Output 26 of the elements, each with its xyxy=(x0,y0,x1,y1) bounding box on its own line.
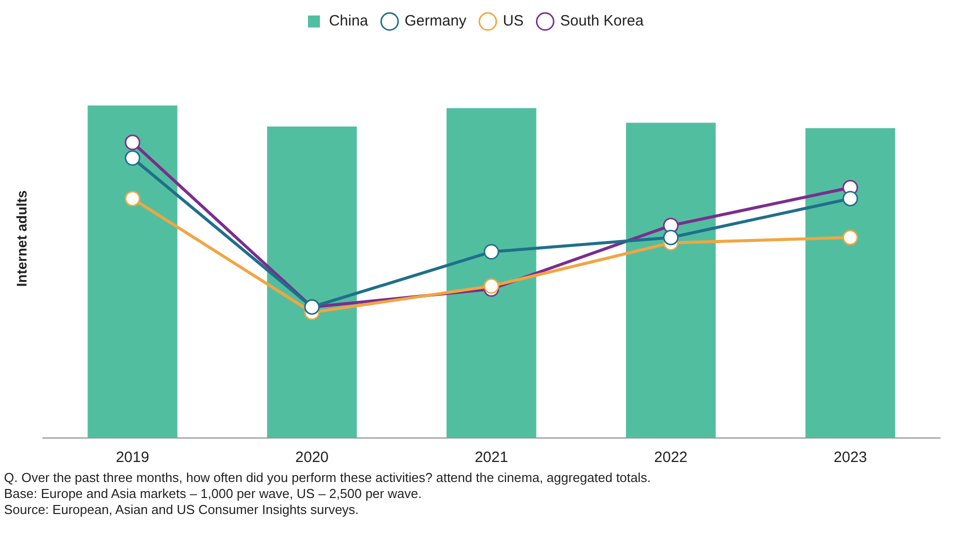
text: Q. Over the past three months, how often did you perform these activities? attend the cinema, aggregated totals. xyxy=(4,470,652,486)
legend-label: Germany xyxy=(404,12,467,30)
y-axis-title: Internet adults xyxy=(13,190,30,287)
legend-label: US xyxy=(502,12,524,30)
legend-label: South Korea xyxy=(560,12,644,30)
point xyxy=(124,134,140,150)
point xyxy=(842,230,858,246)
x-tick-label: 2019 xyxy=(116,449,150,466)
bar xyxy=(626,122,716,438)
point xyxy=(663,230,679,246)
x-tick-label: 2021 xyxy=(474,449,508,466)
point xyxy=(484,278,500,294)
point xyxy=(484,244,500,260)
x-tick-label: 2020 xyxy=(295,449,329,466)
legend-label: China xyxy=(328,12,369,30)
bar xyxy=(805,128,896,438)
bar xyxy=(267,126,357,438)
bar xyxy=(446,108,536,438)
point xyxy=(124,190,140,206)
source-note: Source: European, Asian and US Consumer Insights surveys. xyxy=(4,502,360,518)
point xyxy=(124,150,140,166)
text: Base: Europe and Asia markets – 1,000 per wave, US – 2,500 per wave. xyxy=(4,486,423,502)
x-tick-label: 2022 xyxy=(654,449,688,466)
point xyxy=(842,190,858,206)
x-tick-label: 2023 xyxy=(834,449,867,466)
bar xyxy=(88,106,178,438)
